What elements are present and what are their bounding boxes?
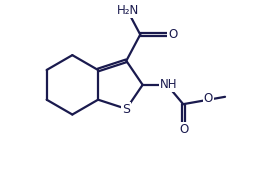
Text: O: O [168,28,178,41]
Text: NH: NH [159,78,177,91]
Text: H₂N: H₂N [117,4,139,17]
Text: S: S [122,103,130,116]
Text: O: O [204,92,213,105]
Text: O: O [180,123,189,136]
